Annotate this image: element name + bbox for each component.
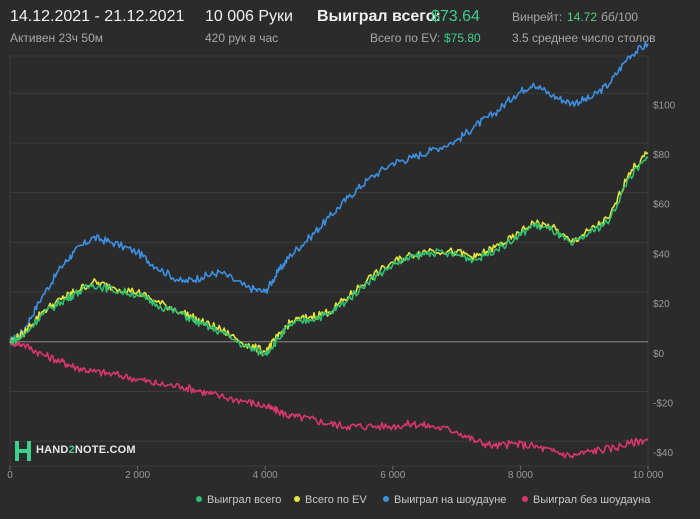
chart-legend: Выиграл всего Всего по EV Выиграл на шоу… <box>0 494 700 512</box>
y-tick-label: $20 <box>653 299 670 310</box>
y-tick-label: -$20 <box>653 398 673 409</box>
winrate-unit: бб/100 <box>601 10 639 24</box>
winrate-label: Винрейт: <box>512 10 563 24</box>
legend-item-non-showdown[interactable]: Выиграл без шоудауна <box>522 494 650 506</box>
ev-total-label: Всего по EV: <box>370 31 441 45</box>
hand2note-logo: HAND2NOTE.COM <box>14 440 136 462</box>
legend-item-won-total[interactable]: Выиграл всего <box>196 494 281 506</box>
hand2note-logo-text: HAND2NOTE.COM <box>36 444 136 456</box>
legend-dot <box>383 496 389 503</box>
series-line-1 <box>9 338 649 459</box>
x-tick-label: 4 000 <box>253 470 278 481</box>
legend-dot <box>522 496 528 503</box>
x-tick-label: 8 000 <box>508 470 533 481</box>
hand2note-logo-icon <box>15 441 31 461</box>
hands-count: 10 006 Руки <box>205 8 293 25</box>
date-range: 14.12.2021 - 21.12.2021 <box>10 8 185 25</box>
legend-item-ev-total[interactable]: Всего по EV <box>294 494 367 506</box>
legend-item-showdown[interactable]: Выиграл на шоудауне <box>383 494 506 506</box>
legend-dot <box>294 496 300 503</box>
x-tick-label: 2 000 <box>125 470 150 481</box>
legend-dot <box>196 496 202 503</box>
y-tick-label: $40 <box>653 249 670 260</box>
won-total-value: $73.64 <box>431 8 480 25</box>
x-tick-label: 6 000 <box>380 470 405 481</box>
winrate-value: 14.72 <box>567 10 598 24</box>
y-tick-label: $100 <box>653 100 676 111</box>
y-tick-label: $0 <box>653 349 665 360</box>
active-time: Активен 23ч 50м <box>10 31 103 45</box>
avg-tables: 3.5 среднее число столов <box>512 31 656 45</box>
series-line-3 <box>9 156 649 357</box>
hands-per-hour: 420 рук в час <box>205 31 279 45</box>
series-line-2 <box>9 151 649 356</box>
series-line-0 <box>9 41 649 344</box>
y-tick-label: $80 <box>653 150 670 161</box>
y-tick-label: -$40 <box>653 448 673 459</box>
x-tick-label: 0 <box>7 470 13 481</box>
won-total-label: Выиграл всего: <box>317 8 441 25</box>
ev-total-value: $75.80 <box>444 31 481 45</box>
plot-area <box>9 55 649 467</box>
x-tick-label: 10 000 <box>633 470 664 481</box>
summary-header: 14.12.2021 - 21.12.2021 Активен 23ч 50м … <box>0 0 700 50</box>
y-tick-label: $60 <box>653 200 670 211</box>
